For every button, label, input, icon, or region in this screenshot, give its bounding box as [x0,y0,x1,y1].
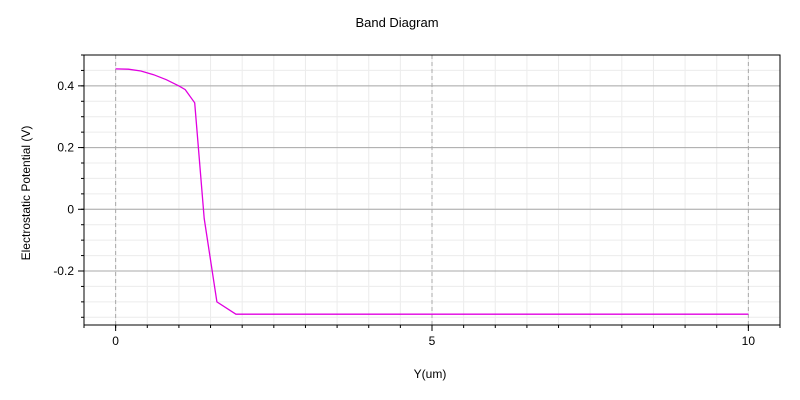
y-axis-label: Electrostatic Potential (V) [19,126,33,261]
y-tick-label: 0.4 [57,79,74,93]
x-axis-label: Y(um) [414,367,447,381]
x-tick-label: 0 [112,334,119,348]
x-tick-label: 5 [429,334,436,348]
plot-area: 0 5 10 -0.2 0 0.2 0.4 [53,54,781,348]
chart-title: Band Diagram [355,15,438,30]
y-tick-label: 0.2 [57,141,74,155]
potential-series-line [115,68,749,315]
y-tick-label: 0 [67,202,74,216]
y-tick-label: -0.2 [53,264,74,278]
x-tick-label: 10 [742,334,756,348]
